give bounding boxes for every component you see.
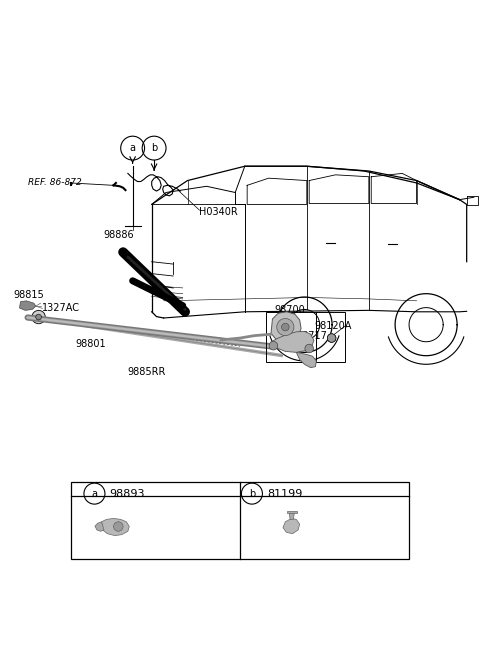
Text: 98815: 98815 — [13, 290, 44, 300]
Polygon shape — [271, 312, 301, 342]
Text: 98120A: 98120A — [314, 321, 351, 331]
Text: b: b — [249, 489, 255, 499]
Polygon shape — [20, 301, 36, 310]
Text: a: a — [92, 489, 97, 499]
Polygon shape — [271, 331, 314, 352]
Text: b: b — [151, 143, 157, 153]
Circle shape — [36, 314, 41, 320]
Text: 98801: 98801 — [75, 339, 106, 349]
Text: a: a — [130, 143, 136, 153]
Circle shape — [327, 334, 336, 342]
Text: 9885RR: 9885RR — [128, 367, 166, 377]
Circle shape — [32, 310, 45, 324]
Circle shape — [281, 323, 289, 331]
Text: 98717: 98717 — [296, 331, 327, 341]
Text: 81199: 81199 — [267, 489, 302, 499]
Text: 98700: 98700 — [275, 305, 306, 315]
Polygon shape — [283, 518, 300, 533]
Text: H0340R: H0340R — [199, 206, 238, 217]
Polygon shape — [289, 512, 294, 520]
Polygon shape — [95, 522, 104, 532]
Polygon shape — [102, 518, 129, 535]
Polygon shape — [296, 352, 316, 368]
Circle shape — [305, 344, 313, 353]
Circle shape — [277, 319, 294, 336]
Polygon shape — [287, 510, 297, 513]
Text: 98886: 98886 — [103, 231, 133, 240]
Circle shape — [269, 342, 278, 350]
Text: REF. 86-872: REF. 86-872 — [28, 179, 82, 187]
Circle shape — [327, 334, 336, 342]
Circle shape — [114, 522, 123, 532]
Text: 98893: 98893 — [110, 489, 145, 499]
Text: 1327AC: 1327AC — [42, 303, 80, 313]
